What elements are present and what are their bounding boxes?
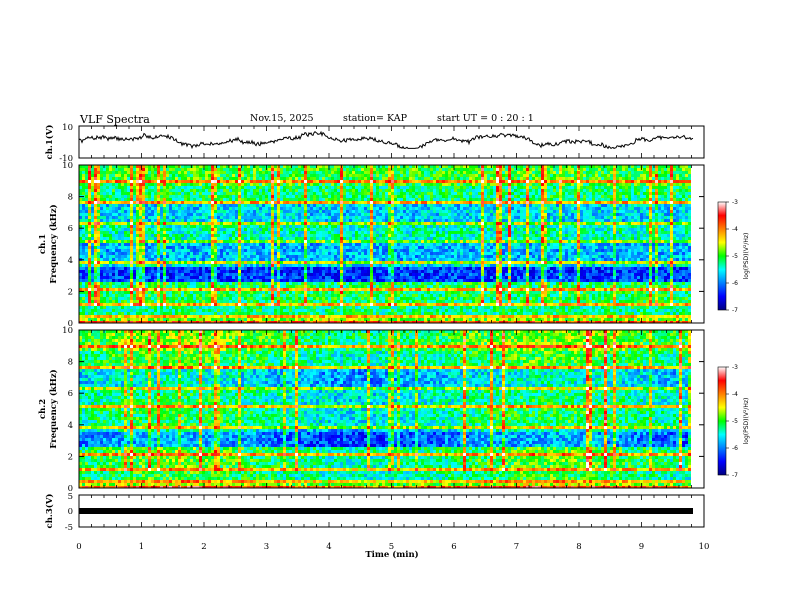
ch1-spectrogram-yticks: 0 2 4 6 8 10 <box>62 161 704 329</box>
colorbar-ch2: -3 -4 -5 -6 -7 log(PSD)(V²/Hz) <box>717 364 750 479</box>
colorbar-ch1: -3 -4 -5 -6 -7 log(PSD)(V²/Hz) <box>717 199 750 314</box>
colorbar-ch1-gradient <box>717 201 727 311</box>
ch3-ytick-mid: 0 <box>68 507 73 517</box>
ytick-label: 0 <box>68 319 73 329</box>
ytick-label: 10 <box>62 326 73 336</box>
xtick-label: 7 <box>514 542 519 552</box>
ch3-ytick-bottom: -5 <box>65 523 73 533</box>
ytick-label: 6 <box>68 389 73 399</box>
panel-ch1-spectrogram: 0 2 4 6 8 10 ch.1 Frequency (kHz) <box>38 161 705 329</box>
xtick-label: 4 <box>326 542 331 552</box>
colorbar-ch2-ticks: -3 -4 -5 -6 -7 <box>726 364 738 479</box>
colorbar-tick-label: -3 <box>732 199 738 206</box>
xtick-label: 3 <box>264 542 269 552</box>
panel-ch1-waveform: 10 -10 ch.1(V) <box>44 123 705 164</box>
xtick-label: 1 <box>139 542 144 552</box>
colorbar-tick-label: -3 <box>732 364 738 371</box>
ch3-ytick-top: 5 <box>68 492 73 502</box>
colorbar-tick-label: -7 <box>732 307 738 314</box>
colorbar-ch2-gradient <box>717 366 727 476</box>
panel-ch3-waveform: 5 0 -5 ch.3(V) <box>44 492 705 533</box>
ch3-waveform-ylabel: ch.3(V) <box>44 494 55 529</box>
xtick-label: 8 <box>576 542 581 552</box>
colorbar-tick-label: -6 <box>732 445 738 452</box>
ytick-label: 0 <box>68 484 73 494</box>
xtick-label: 5 <box>389 542 394 552</box>
xtick-label: 6 <box>451 542 456 552</box>
ch2-spectrogram-ylabel-channel: ch.2 <box>38 399 48 419</box>
ytick-label: 8 <box>68 193 73 203</box>
ch2-spectrogram-yticks: 0 2 4 6 8 10 <box>62 326 704 494</box>
ch2-spectrogram-image <box>79 330 691 488</box>
colorbar-tick-label: -6 <box>732 280 738 287</box>
date-label: Nov.15, 2025 <box>250 113 314 124</box>
ytick-label: 6 <box>68 224 73 234</box>
start-ut-label: start UT = 0 : 20 : 1 <box>437 113 534 124</box>
colorbar-tick-label: -4 <box>732 226 738 233</box>
ytick-label: 2 <box>68 452 73 462</box>
time-axis-label: Time (min) <box>365 549 418 560</box>
xtick-label: 2 <box>201 542 206 552</box>
ytick-label: 8 <box>68 358 73 368</box>
colorbar-ch1-ticks: -3 -4 -5 -6 -7 <box>726 199 738 314</box>
colorbar-ch2-label: log(PSD)(V²/Hz) <box>743 398 750 445</box>
ytick-label: 10 <box>62 161 73 171</box>
colorbar-tick-label: -5 <box>732 253 738 260</box>
ch3-waveform-band <box>79 508 693 514</box>
ch1-waveform-ylabel: ch.1(V) <box>44 125 55 160</box>
ch1-waveform-line <box>78 130 694 150</box>
colorbar-tick-label: -4 <box>732 391 738 398</box>
ytick-label: 4 <box>68 256 73 266</box>
time-axis-tick-labels: 0 1 2 3 4 5 6 7 8 9 10 <box>76 542 709 552</box>
xtick-label: 10 <box>699 542 710 552</box>
ch1-spectrogram-ylabel-channel: ch.1 <box>38 234 48 254</box>
station-label: station= KAP <box>343 113 407 124</box>
ch2-spectrogram-ylabel-freq: Frequency (kHz) <box>48 369 59 448</box>
ytick-label: 4 <box>68 421 73 431</box>
ch1-spectrogram-image <box>79 165 691 323</box>
xtick-label: 0 <box>76 542 81 552</box>
ch1-ytick-bottom: -10 <box>59 154 73 164</box>
time-axis-ticks <box>78 126 705 527</box>
colorbar-ch1-label: log(PSD)(V²/Hz) <box>743 233 750 280</box>
colorbar-tick-label: -5 <box>732 418 738 425</box>
panel-ch2-spectrogram: 0 2 4 6 8 10 ch.2 Frequency (kHz) <box>38 326 705 494</box>
xtick-label: 9 <box>639 542 644 552</box>
colorbar-tick-label: -7 <box>732 472 738 479</box>
ytick-label: 2 <box>68 287 73 297</box>
chart-title: VLF Spectra <box>80 113 150 126</box>
ch1-spectrogram-ylabel-freq: Frequency (kHz) <box>48 204 59 283</box>
ch1-ytick-top: 10 <box>62 123 73 133</box>
